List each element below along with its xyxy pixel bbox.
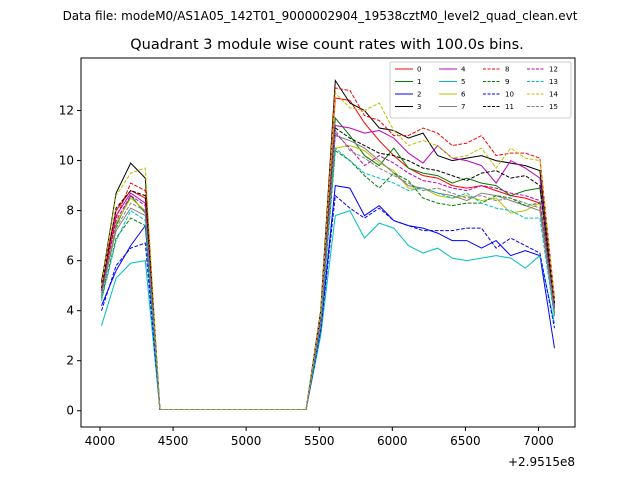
legend-label-4: 4 — [461, 66, 466, 74]
series-line-8 — [101, 87, 555, 410]
y-tick-label: 0 — [66, 404, 74, 418]
series-line-12 — [101, 131, 555, 410]
legend-label-10: 10 — [505, 91, 514, 99]
x-tick-label: 4500 — [158, 434, 189, 448]
x-tick-label: 5000 — [231, 434, 262, 448]
legend-label-14: 14 — [549, 91, 558, 99]
y-tick-label: 8 — [66, 204, 74, 218]
x-tick-label: 5500 — [304, 434, 335, 448]
y-tick-label: 10 — [59, 154, 74, 168]
series-line-15 — [101, 129, 555, 410]
legend-label-3: 3 — [417, 103, 421, 111]
series-line-10 — [101, 194, 555, 410]
y-tick-label: 2 — [66, 354, 74, 368]
legend-label-7: 7 — [461, 103, 465, 111]
legend-box — [389, 61, 572, 119]
y-axis: 0 2 4 6 8 10 12 — [59, 104, 81, 418]
series-line-11 — [101, 127, 555, 410]
x-tick-label: 7000 — [523, 434, 554, 448]
legend-label-12: 12 — [549, 66, 558, 74]
x-axis: 4000 4500 5000 5500 6000 6500 7000 — [85, 427, 554, 448]
legend-label-9: 9 — [505, 78, 509, 86]
chart-title: Quadrant 3 module wise count rates with … — [130, 37, 524, 53]
chart-suptitle: Data file: modeM0/AS1A05_142T01_90000029… — [63, 9, 578, 23]
x-offset-label: +2.9515e8 — [508, 455, 575, 469]
legend-label-8: 8 — [505, 66, 509, 74]
plot-frame — [80, 57, 576, 428]
legend-label-11: 11 — [505, 103, 514, 111]
legend-label-15: 15 — [549, 103, 558, 111]
x-tick-label: 4000 — [85, 434, 116, 448]
series-line-14 — [101, 91, 555, 410]
y-tick-label: 6 — [66, 254, 74, 268]
legend-label-5: 5 — [461, 78, 465, 86]
x-tick-label: 6500 — [450, 434, 481, 448]
x-tick-label: 6000 — [377, 434, 408, 448]
y-tick-label: 12 — [59, 104, 74, 118]
legend-label-1: 1 — [417, 78, 421, 86]
y-tick-label: 4 — [66, 304, 74, 318]
legend-label-6: 6 — [461, 91, 466, 99]
legend-label-2: 2 — [417, 91, 421, 99]
legend-label-13: 13 — [549, 78, 558, 86]
series-layer — [101, 78, 555, 410]
legend-label-0: 0 — [417, 66, 421, 74]
